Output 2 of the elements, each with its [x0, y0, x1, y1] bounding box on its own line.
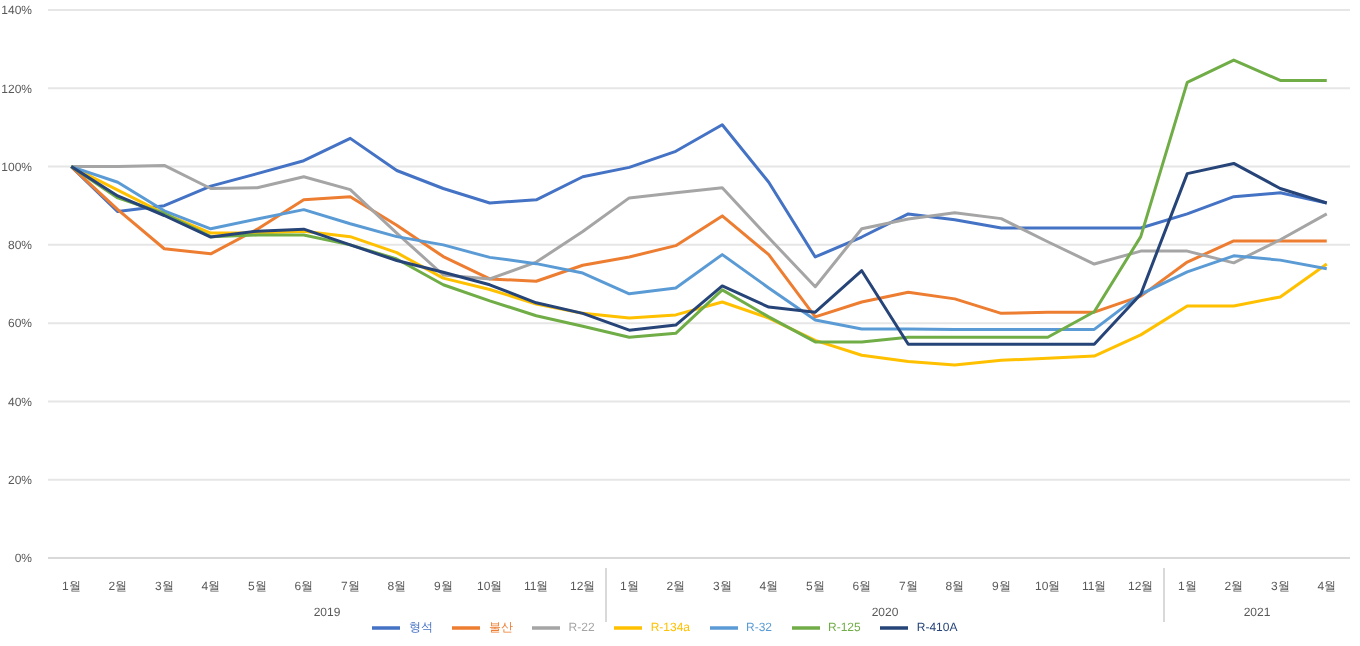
line-series: [69, 58, 1329, 344]
line-series: [69, 163, 1329, 289]
